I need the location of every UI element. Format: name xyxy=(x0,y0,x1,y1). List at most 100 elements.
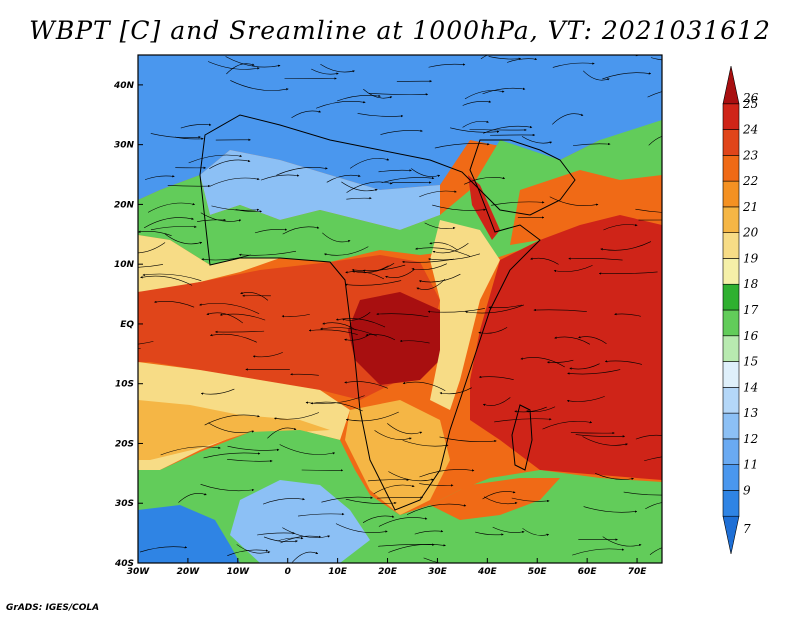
streamline xyxy=(138,348,141,350)
streamline xyxy=(377,496,424,499)
streamline xyxy=(552,113,584,125)
streamline xyxy=(602,536,642,547)
colorbar-label: 19 xyxy=(743,251,759,265)
streamline xyxy=(483,496,518,505)
streamline xyxy=(583,506,638,513)
streamline xyxy=(439,387,472,395)
streamline xyxy=(219,313,266,321)
colorbar-swatch xyxy=(722,283,740,311)
streamline xyxy=(572,548,625,556)
colorbar-label: 26 xyxy=(742,91,759,105)
lat-tick-label: 30N xyxy=(114,141,135,151)
streamline xyxy=(480,55,489,60)
lat-tick-label: 10N xyxy=(114,260,135,270)
colorbar-swatch xyxy=(722,232,740,259)
streamline xyxy=(648,136,662,146)
streamline xyxy=(511,497,550,503)
streamline xyxy=(478,327,508,335)
region-south-blue-east xyxy=(230,480,370,563)
streamline xyxy=(469,128,527,132)
streamline xyxy=(188,154,243,164)
longitude-axis: 30W 20W 10W 0 10E 20E 30E 40E 50E 60E 70E xyxy=(127,558,647,577)
region-south-atlantic-orange xyxy=(138,400,330,460)
streamline xyxy=(226,63,255,75)
streamline xyxy=(324,246,369,256)
lon-tick-label: 30W xyxy=(127,567,151,577)
streamline xyxy=(276,167,328,176)
streamline xyxy=(374,430,412,440)
streamline xyxy=(208,422,255,433)
streamline xyxy=(180,123,212,129)
streamline xyxy=(554,336,591,345)
colorbar-swatch xyxy=(722,361,740,388)
streamline xyxy=(263,536,298,543)
region-yellow-band-north xyxy=(138,235,280,292)
streamline xyxy=(378,543,435,547)
lat-tick-label: 40N xyxy=(113,81,135,91)
colorbar-label: 12 xyxy=(743,432,758,446)
streamline xyxy=(238,250,297,257)
lon-tick-label: 30E xyxy=(428,567,448,577)
streamline xyxy=(494,417,552,423)
streamline xyxy=(196,218,227,222)
region-indian-ocean xyxy=(470,200,662,480)
streamline xyxy=(282,226,320,235)
streamline xyxy=(419,190,457,198)
streamline xyxy=(507,57,538,63)
streamline xyxy=(341,181,378,192)
streamline xyxy=(411,168,441,178)
streamline xyxy=(582,436,628,446)
streamline xyxy=(138,230,172,236)
streamline xyxy=(321,496,373,503)
streamline xyxy=(387,423,423,435)
streamline xyxy=(316,100,366,109)
streamline xyxy=(450,127,500,133)
streamline xyxy=(427,308,485,313)
streamline xyxy=(644,456,662,462)
streamline xyxy=(282,527,331,538)
streamline xyxy=(602,72,652,80)
streamline xyxy=(575,434,626,438)
streamline xyxy=(462,120,489,128)
colorbar-label: 22 xyxy=(742,174,758,188)
colorbar-swatch xyxy=(722,309,740,337)
streamline xyxy=(292,551,319,563)
streamline xyxy=(273,412,320,420)
colorbar-label: 7 xyxy=(743,522,751,536)
credit-text: GrADS: IGES/COLA xyxy=(6,603,100,613)
streamline xyxy=(381,176,435,183)
streamline xyxy=(174,136,204,140)
streamline xyxy=(569,363,600,370)
streamline xyxy=(492,526,525,534)
colorbar-label: 17 xyxy=(743,303,759,317)
streamline xyxy=(291,110,322,119)
streamline xyxy=(567,369,621,375)
streamline xyxy=(373,484,415,495)
lon-tick-label: 10E xyxy=(328,567,348,577)
streamline xyxy=(578,335,607,345)
streamline xyxy=(482,490,516,500)
lon-tick-label: 50E xyxy=(528,567,548,577)
colorbar-swatch xyxy=(722,155,740,182)
streamline xyxy=(488,56,522,61)
streamline xyxy=(418,273,461,283)
streamline xyxy=(290,373,319,376)
streamline xyxy=(432,204,486,211)
streamline xyxy=(568,257,623,261)
colorbar-swatch xyxy=(722,387,740,414)
region-southeast-orange xyxy=(430,478,560,520)
streamline xyxy=(482,87,526,95)
streamline xyxy=(368,93,429,96)
streamline xyxy=(346,181,393,193)
streamline xyxy=(209,159,251,169)
streamline xyxy=(415,247,471,257)
streamline xyxy=(140,275,193,286)
streamline xyxy=(199,303,260,315)
streamline xyxy=(139,546,188,553)
streamline xyxy=(260,174,300,181)
streamline xyxy=(388,471,434,482)
streamline xyxy=(352,263,395,274)
streamline xyxy=(342,312,371,321)
colorbar-swatch xyxy=(722,65,740,105)
streamline xyxy=(462,100,492,106)
